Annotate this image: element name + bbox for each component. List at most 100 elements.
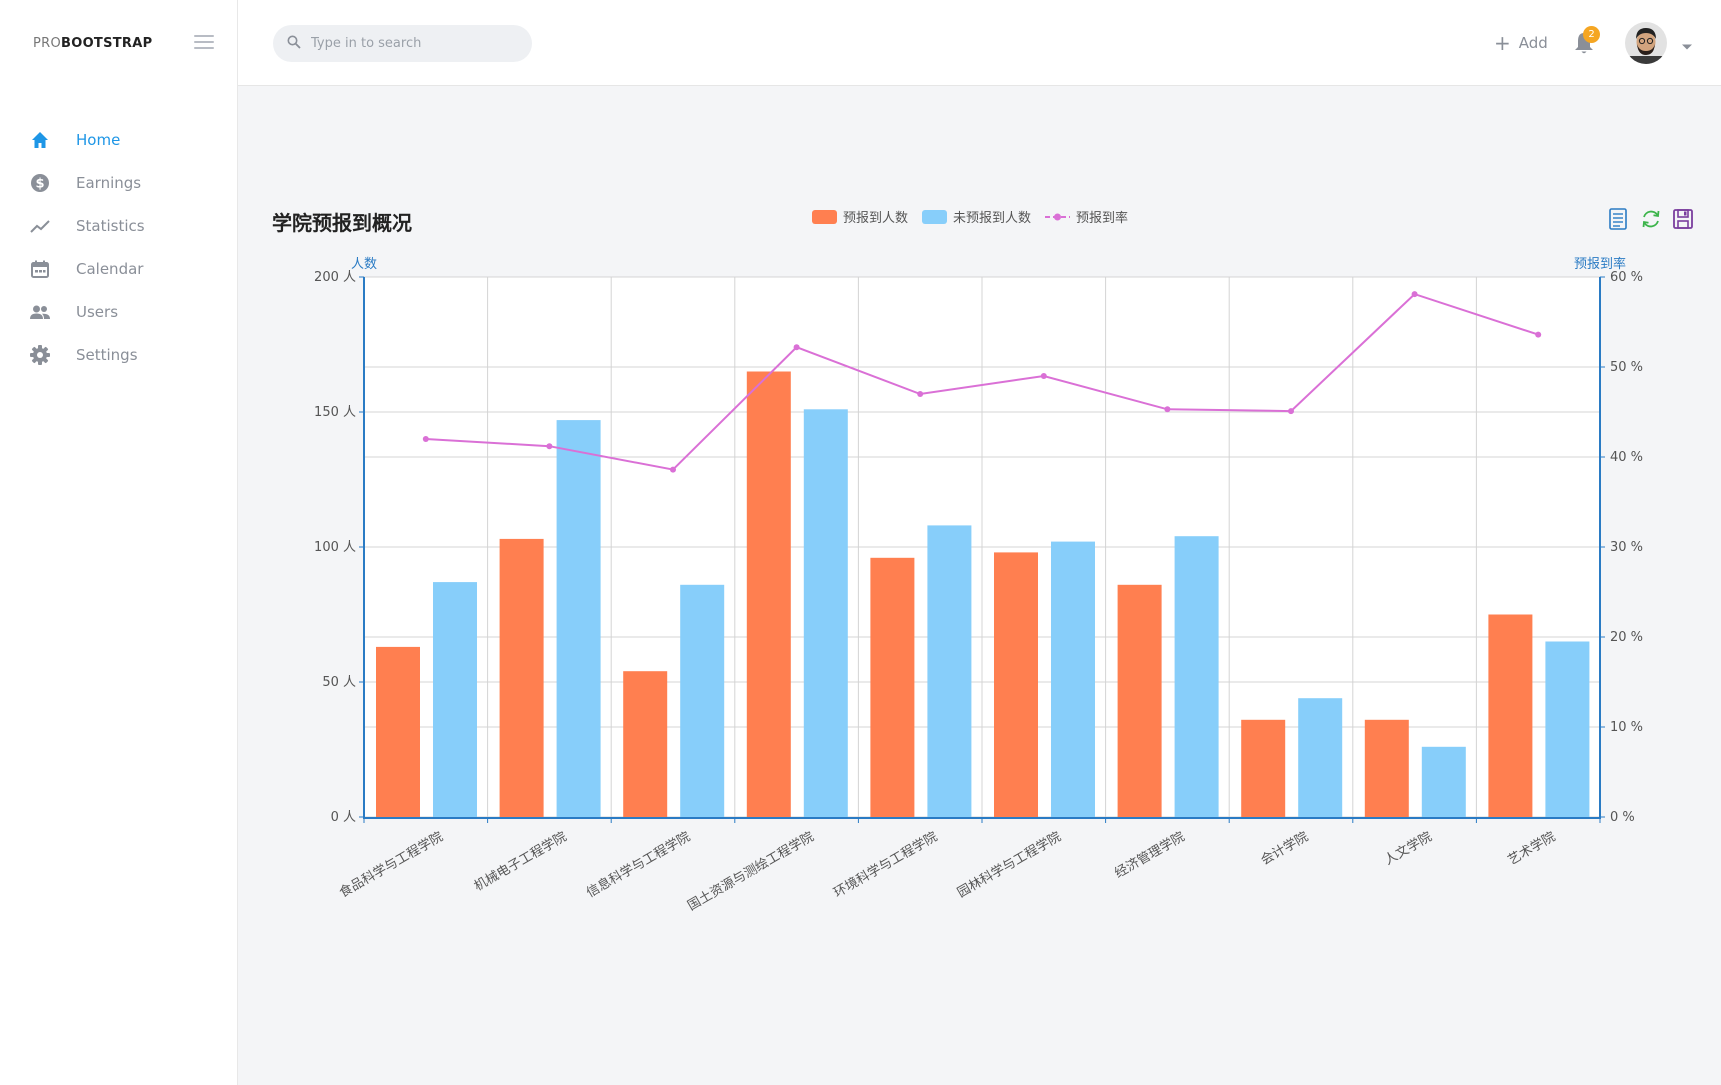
- chart-title: 学院预报到概况: [272, 211, 412, 235]
- bar-reported: [1364, 719, 1409, 817]
- bar-reported: [994, 552, 1038, 817]
- rate-point: [1535, 331, 1542, 338]
- sidebar-item-label: Calendar: [76, 259, 144, 278]
- avatar[interactable]: [1625, 22, 1667, 64]
- sidebar-item-label: Statistics: [76, 216, 145, 235]
- sidebar-item-label: Settings: [76, 345, 138, 364]
- chevron-down-icon[interactable]: [1681, 36, 1693, 55]
- rate-point: [793, 344, 800, 351]
- sidebar-item-earnings[interactable]: $ Earnings: [0, 161, 238, 204]
- x-tick-label: 经济管理学院: [1112, 829, 1188, 882]
- x-tick-label: 环境科学与工程学院: [831, 829, 940, 901]
- dollar-icon: $: [28, 171, 52, 195]
- legend-label: 预报到率: [1076, 211, 1129, 226]
- legend-swatch: [922, 209, 948, 224]
- menu-toggle-button[interactable]: [194, 35, 214, 51]
- legend-item-unreported[interactable]: 未预报到人数: [922, 207, 1031, 226]
- y-tick-label: 150 人: [314, 405, 356, 420]
- search-box[interactable]: [273, 25, 532, 62]
- x-tick-label: 园林科学与工程学院: [954, 829, 1063, 901]
- sidebar-item-label: Home: [76, 130, 121, 149]
- legend-item-reported[interactable]: 预报到人数: [812, 207, 908, 226]
- sidebar: PROBOOTSTRAP Home $ Earnings Statistics …: [0, 0, 238, 1085]
- svg-text:$: $: [35, 176, 44, 191]
- bar-reported: [746, 371, 791, 817]
- bar-unreported: [433, 582, 477, 817]
- brand-logo[interactable]: PROBOOTSTRAP: [33, 36, 152, 51]
- bar-unreported: [1051, 541, 1095, 817]
- brand-bootstrap-text: BOOTSTRAP: [61, 36, 153, 51]
- bar-unreported: [1174, 536, 1219, 817]
- y-tick-label: 50 人: [322, 675, 356, 690]
- rate-line: [425, 292, 1539, 471]
- y2-tick-label: 0 %: [1610, 810, 1635, 825]
- x-tick-label: 人文学院: [1382, 829, 1435, 869]
- chart-legend: 预报到人数 未预报到人数 预报到率: [812, 207, 1142, 226]
- refresh-icon[interactable]: [1640, 208, 1662, 230]
- bar-unreported: [680, 584, 725, 817]
- legend-line-swatch: [1045, 213, 1071, 220]
- save-image-icon[interactable]: [1672, 208, 1694, 230]
- bar-reported: [623, 671, 668, 817]
- gear-icon: [28, 343, 52, 367]
- rate-point: [422, 436, 429, 442]
- rate-point: [1040, 373, 1047, 379]
- trending-icon: [28, 214, 52, 238]
- x-tick-label: 食品科学与工程学院: [336, 829, 445, 901]
- legend-swatch: [812, 209, 837, 224]
- bar-reported: [499, 538, 544, 817]
- bar-reported: [376, 646, 420, 817]
- x-tick-label: 国土资源与测绘工程学院: [685, 829, 817, 914]
- legend-item-rate[interactable]: 预报到率: [1045, 207, 1128, 226]
- sidebar-item-home[interactable]: Home: [0, 118, 238, 161]
- search-input[interactable]: [311, 36, 511, 51]
- y-axis-name: 人数: [351, 257, 377, 272]
- top-bar: + Add 2: [238, 0, 1721, 86]
- y2-axis-name: 预报到率: [1574, 256, 1626, 272]
- y2-tick-label: 40 %: [1610, 450, 1643, 465]
- chart-toolbox: [1608, 208, 1704, 230]
- bar-reported: [1117, 584, 1162, 817]
- y2-tick-label: 50 %: [1610, 360, 1643, 375]
- rate-point: [917, 391, 924, 397]
- y2-tick-label: 20 %: [1610, 630, 1643, 645]
- bar-unreported: [1421, 746, 1466, 817]
- rate-point: [1411, 291, 1418, 298]
- notification-badge: 2: [1583, 26, 1600, 43]
- x-tick-label: 艺术学院: [1505, 829, 1558, 869]
- bar-reported: [1488, 614, 1533, 817]
- x-tick-label: 会计学院: [1258, 829, 1311, 869]
- sidebar-item-statistics[interactable]: Statistics: [0, 204, 238, 247]
- bar-reported: [870, 557, 915, 817]
- y2-tick-label: 30 %: [1610, 540, 1643, 555]
- bar-unreported: [1298, 698, 1343, 817]
- search-icon: [287, 34, 301, 53]
- brand-pro-text: PRO: [33, 36, 62, 51]
- y2-tick-label: 60 %: [1610, 270, 1643, 285]
- rate-point: [670, 466, 676, 473]
- bar-reported: [1241, 719, 1286, 817]
- y-tick-label: 100 人: [314, 540, 356, 555]
- sidebar-nav: Home $ Earnings Statistics Calendar User…: [0, 118, 238, 376]
- rate-point: [546, 443, 553, 450]
- bar-unreported: [556, 420, 601, 817]
- sidebar-item-calendar[interactable]: Calendar: [0, 247, 238, 290]
- add-button-label: Add: [1518, 34, 1548, 52]
- bar-unreported: [803, 409, 848, 817]
- y2-tick-label: 10 %: [1610, 720, 1643, 735]
- y-tick-label: 0 人: [331, 810, 356, 825]
- sidebar-item-settings[interactable]: Settings: [0, 333, 238, 376]
- home-icon: [28, 128, 52, 152]
- add-button[interactable]: + Add: [1494, 33, 1548, 53]
- rate-point: [1164, 406, 1171, 413]
- legend-label: 未预报到人数: [953, 211, 1032, 226]
- plus-icon: +: [1494, 31, 1511, 55]
- bar-line-chart: 0 人 50 人 100 人 150 人 200 人 0 % 10 % 20 % 30 % 40 …: [314, 256, 1643, 914]
- sidebar-item-label: Earnings: [76, 173, 142, 192]
- users-icon: [28, 300, 52, 324]
- sidebar-item-label: Users: [76, 302, 119, 321]
- legend-label: 预报到人数: [843, 211, 909, 226]
- calendar-icon: [28, 257, 52, 281]
- data-view-icon[interactable]: [1608, 208, 1630, 230]
- sidebar-item-users[interactable]: Users: [0, 290, 238, 333]
